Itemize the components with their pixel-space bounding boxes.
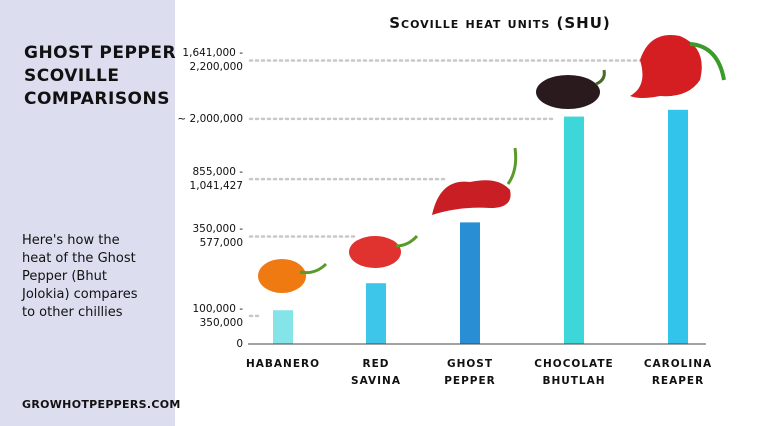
sidebar-title: GHOST PEPPER SCOVILLE COMPARISONS [24,43,177,109]
x-tick-label: HABANERO [245,358,320,370]
y-tick-label: 0 [236,338,243,350]
bar [460,222,480,344]
x-tick-label: GHOST PEPPER [444,358,496,387]
sidebar-footer: GROWHOTPEPPERS.COM [22,398,181,411]
y-tick-label: ~ 2,000,000 [177,112,243,125]
bar [273,310,293,344]
bar [366,283,386,344]
pepper-image [630,35,726,98]
x-tick-label: CHOCOLATE BHUTLAH [534,358,614,387]
y-tick-label: 855,000 - 1,041,427 [189,166,243,193]
y-tick-label: 1,641,000 - 2,200,000 [182,47,243,74]
chart-title: Scoville heat units (SHU) [389,14,611,32]
y-tick-label: 100,000 - 350,000 [192,302,243,329]
sidebar-description: Here's how the heat of the Ghost Pepper … [22,233,138,320]
bar [668,109,688,345]
pepper-image [536,69,606,109]
y-tick-label: 350,000 - 577,000 [192,223,243,250]
pepper-image [349,234,419,268]
x-tick-label: RED SAVINA [351,358,401,387]
sidebar [0,0,175,426]
pepper-image [432,147,518,215]
bar [564,116,584,345]
x-tick-label: CAROLINA REAPER [643,358,713,387]
pepper-image [258,259,328,293]
